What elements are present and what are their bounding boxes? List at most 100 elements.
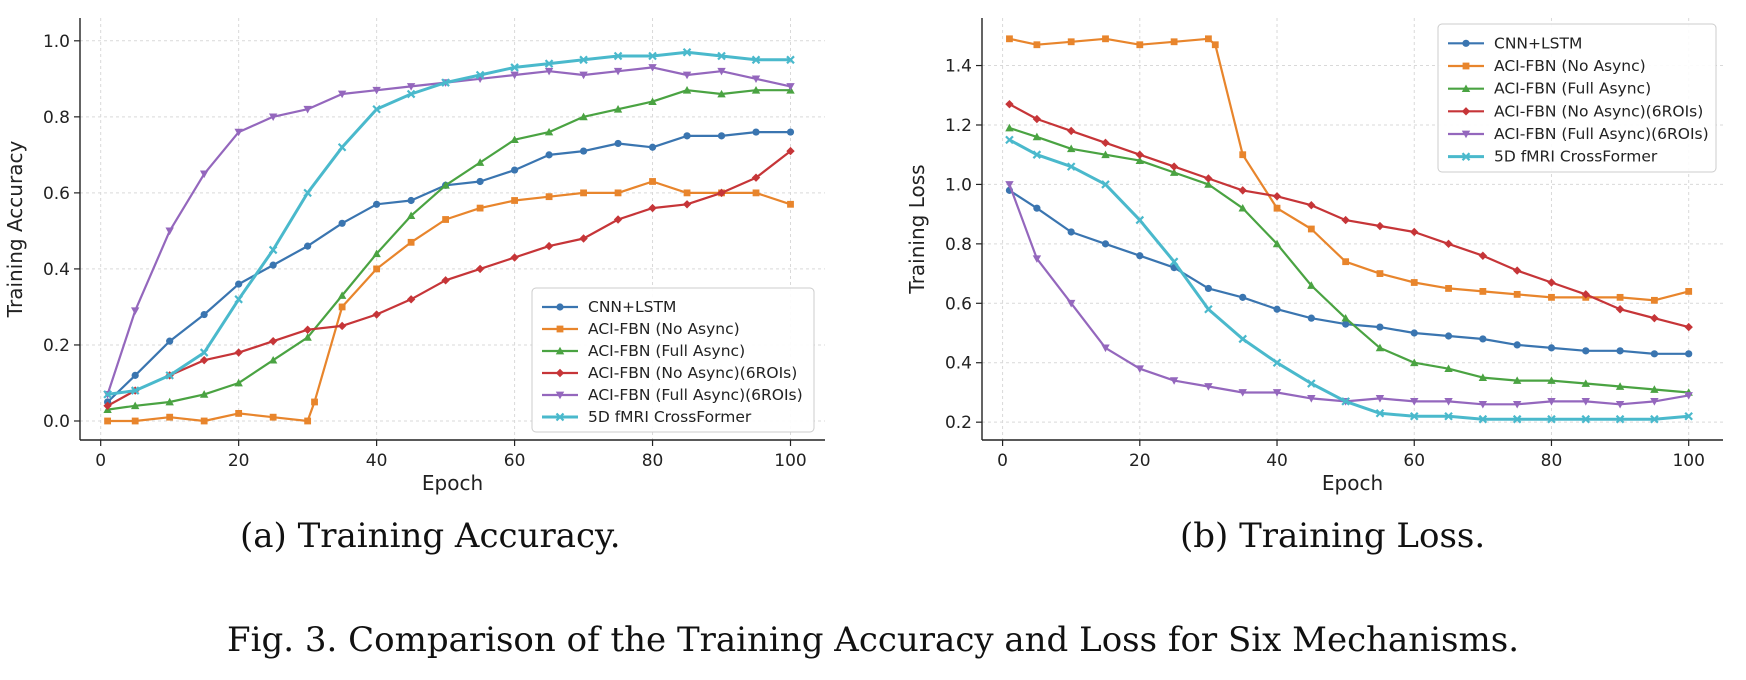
data-point [165,371,174,380]
data-point [648,64,657,72]
data-point [1238,203,1247,212]
data-point [372,310,381,319]
data-point [1101,240,1110,248]
series-line [1005,181,1693,409]
data-point [1479,288,1487,295]
data-point [786,83,795,91]
y-tick-label: 0.4 [43,260,70,280]
data-point [475,264,485,274]
legend-label: ACI-FBN (Full Async)(6ROIs) [588,386,803,404]
data-point [1650,398,1659,406]
data-point [1005,123,1014,132]
legend-item: ACI-FBN (Full Async) [542,342,745,360]
data-point [682,47,692,57]
data-point [1273,305,1281,313]
legend-item: CNN+LSTM [1448,34,1582,52]
data-point [1410,279,1418,286]
data-point [165,227,174,236]
data-point [683,132,691,140]
data-point [1375,408,1385,418]
y-tick-label: 1.4 [945,57,972,77]
y-axis-label: Training Loss [905,164,929,294]
data-point [1547,278,1556,287]
x-tick-label: 40 [366,451,388,471]
data-point [1685,288,1693,295]
data-point [1341,397,1350,406]
data-point [510,63,519,72]
data-point [717,51,726,61]
data-point [579,112,588,121]
data-point [373,200,381,208]
legend-label: CNN+LSTM [588,298,676,316]
data-point [441,78,450,87]
y-tick-label: 1.0 [43,32,70,52]
data-point [406,89,416,99]
x-tick-label: 100 [774,451,806,471]
x-tick-label: 40 [1266,451,1288,471]
x-tick-label: 100 [1672,451,1704,471]
data-point [1238,186,1247,195]
data-point [1547,344,1556,352]
x-tick-label: 60 [1403,451,1425,471]
data-point [1650,385,1659,393]
data-point [1135,215,1145,225]
data-point [1684,322,1693,332]
data-point [200,310,208,319]
data-point [613,67,623,76]
y-tick-label: 0.6 [945,294,972,314]
legend-item: ACI-FBN (Full Async)(6ROIs) [1448,125,1709,143]
data-point [337,291,347,299]
data-point [235,409,243,417]
data-point [1307,379,1316,388]
data-point [545,151,553,159]
data-point [751,173,761,182]
data-point [304,242,312,250]
data-point [1136,252,1144,260]
data-point [613,215,623,224]
data-point [1204,304,1213,314]
data-point [1135,365,1145,373]
data-point [752,128,760,136]
data-point [476,177,484,186]
data-point [407,238,415,246]
data-point [1169,257,1179,266]
data-point [234,378,243,387]
data-point [1006,35,1013,43]
data-point [166,413,174,421]
series-line [1005,186,1693,358]
data-point [1066,299,1076,308]
data-point [1513,290,1521,298]
data-point [1410,227,1419,237]
data-point [268,113,278,122]
data-point [1033,41,1041,49]
legend-item: ACI-FBN (No Async)(6ROIs) [1448,102,1703,120]
data-point [1616,293,1624,301]
data-point [1135,156,1145,165]
data-point [786,55,795,65]
data-point [1341,313,1350,322]
data-point [1616,347,1624,355]
data-point [337,142,347,152]
data-point [1512,376,1522,384]
data-point [1204,174,1213,183]
data-point [544,127,554,136]
data-point [1307,395,1316,403]
data-point [406,211,416,220]
data-point [544,59,554,68]
data-point [475,158,485,166]
data-point [579,55,588,65]
data-point [556,303,564,311]
data-point [1462,62,1470,70]
chart-training-loss: 0 20 40 60 80 100 0.2 0.4 0.6 0.8 1.0 1.2 1.4 Epoch Tr… [905,18,1723,495]
data-point [579,147,588,155]
legend-label: ACI-FBN (Full Async) [1494,80,1651,98]
data-point [130,307,140,315]
data-point [1376,323,1384,331]
data-point [1342,320,1350,328]
legend-item: CNN+LSTM [542,298,676,316]
data-point [579,71,588,80]
chart-training-accuracy: 0 20 40 60 80 100 0.0 0.2 0.4 0.6 0.8 1.0 Epoch Train… [3,18,825,495]
data-point [372,104,381,114]
data-point [373,265,381,273]
